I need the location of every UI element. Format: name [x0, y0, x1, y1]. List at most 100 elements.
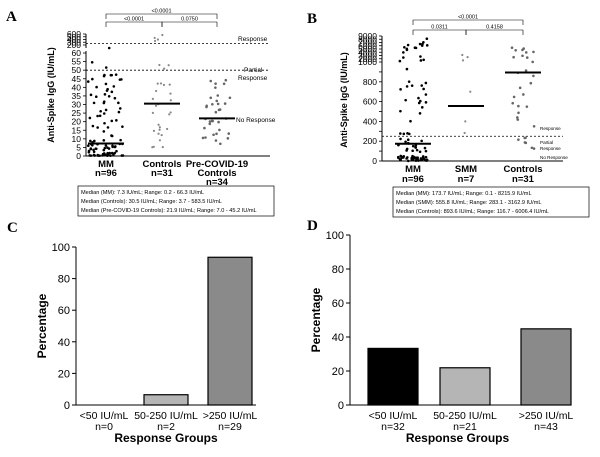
data-point [461, 53, 464, 57]
significance-bracket [465, 29, 524, 35]
data-point [415, 148, 419, 152]
data-point [110, 119, 114, 123]
y-tick-label: 40 [332, 332, 344, 344]
data-point [461, 59, 465, 62]
data-point [113, 145, 117, 149]
data-point [102, 139, 106, 142]
data-point [158, 139, 162, 142]
data-point [96, 154, 100, 157]
data-point [463, 131, 466, 135]
data-point [420, 139, 423, 143]
data-point [409, 119, 412, 123]
data-point [469, 90, 472, 93]
y-tick-label: 5000 [358, 44, 377, 54]
zone-label: Response [238, 75, 268, 82]
data-point [108, 151, 112, 155]
p-value-label: <0.0001 [458, 15, 478, 21]
data-point [405, 47, 409, 51]
bar [207, 256, 253, 406]
data-point [406, 138, 410, 141]
data-point [425, 44, 429, 47]
data-point [169, 111, 172, 114]
data-point [92, 148, 95, 152]
data-point [418, 112, 422, 115]
data-point [152, 145, 155, 148]
significance-bracket [105, 21, 163, 27]
data-point [106, 151, 109, 155]
data-point [201, 136, 205, 140]
data-point [104, 82, 108, 86]
data-point [419, 59, 423, 62]
data-point [118, 78, 122, 81]
data-point [158, 126, 161, 129]
data-point [104, 108, 108, 112]
data-point [103, 73, 106, 77]
data-point [157, 123, 160, 126]
data-point [414, 146, 418, 149]
data-point [115, 119, 118, 122]
data-point [422, 40, 425, 44]
data-point [214, 86, 217, 89]
data-point [532, 125, 536, 128]
data-point [406, 159, 410, 163]
y-tick-label: 200 [363, 136, 377, 146]
p-value-label: <0.0001 [151, 9, 171, 15]
data-point [157, 132, 160, 135]
y-tick-label: 100 [52, 242, 70, 254]
data-point [226, 137, 230, 140]
median-summary-line: Median (MM): 7.3 IU/mL; Range: 0.2 - 66.… [81, 190, 204, 196]
zone-label: Response [238, 36, 268, 43]
data-point [160, 133, 163, 137]
data-point [96, 126, 99, 129]
data-point [169, 99, 172, 102]
data-point [510, 46, 514, 50]
data-point [208, 122, 212, 126]
data-point [419, 99, 422, 103]
category-label: n=43 [534, 421, 558, 433]
y-tick-label: 400 [363, 116, 377, 126]
category-label: MM [405, 164, 421, 175]
significance-bracket [105, 13, 218, 19]
data-point [399, 88, 402, 91]
category-label: Controls [142, 159, 181, 170]
category-label: n=31 [512, 174, 535, 185]
category-label: Controls [197, 168, 236, 179]
data-point [532, 147, 536, 150]
data-point [93, 139, 96, 143]
data-point [87, 149, 91, 153]
data-point [103, 153, 107, 157]
data-point [414, 159, 418, 162]
category-label: Controls [503, 164, 542, 175]
data-point [420, 44, 424, 47]
data-point [208, 120, 212, 123]
y-tick-label: 200 [67, 40, 81, 50]
data-point [159, 82, 163, 85]
p-value-label: 0.4158 [486, 25, 503, 31]
median-summary-box [392, 186, 590, 218]
data-point [107, 94, 111, 98]
data-point [121, 125, 124, 128]
data-point [103, 146, 107, 150]
y-tick-label: 7000 [358, 38, 377, 48]
y-tick-label: 5 [76, 142, 81, 152]
y-tick-label: 600 [67, 29, 81, 39]
data-point [404, 140, 407, 144]
y-tick-label: 9000 [358, 31, 377, 41]
data-point [397, 156, 400, 160]
data-point [404, 98, 407, 102]
data-point [523, 136, 527, 140]
data-point [86, 80, 90, 83]
y-tick-label: 80 [58, 274, 70, 286]
y-axis-label: Anti-Spike IgG (IU/mL) [46, 47, 56, 143]
data-point [152, 129, 156, 132]
data-point [88, 116, 92, 120]
data-point [216, 102, 220, 106]
data-point [154, 104, 158, 107]
p-value-label: <0.0001 [124, 17, 144, 23]
data-point [464, 120, 467, 123]
data-point [102, 112, 106, 115]
data-point [94, 147, 98, 151]
data-point [413, 156, 417, 160]
data-point [410, 156, 413, 160]
zone-label: Partial [244, 67, 263, 74]
